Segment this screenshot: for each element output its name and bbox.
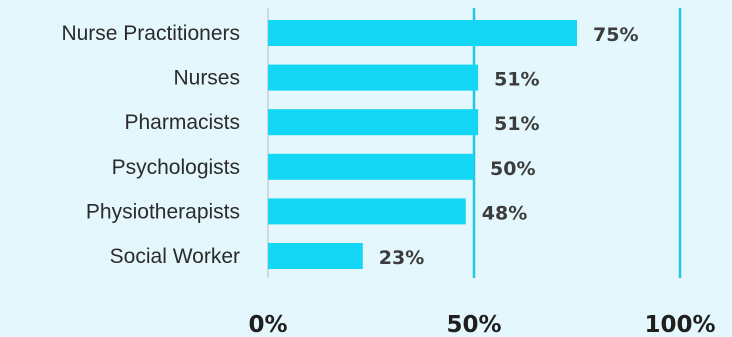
x-tick-label: 50% [446,312,501,337]
bars [268,20,577,269]
category-labels: Nurse Practitioners Nurses Pharmacists Psyc… [61,22,240,268]
category-label: Physiotherapists [86,200,240,223]
x-axis-tick-labels: 0% 50% 100% [248,312,715,337]
bar [268,153,474,180]
value-label: 75% [593,24,638,46]
category-label: Psychologists [112,156,240,179]
category-label: Nurse Practitioners [61,22,240,45]
category-label: Social Worker [110,245,240,268]
category-label: Nurses [173,67,240,90]
value-label: 51% [494,113,539,135]
category-label: Pharmacists [124,111,240,134]
value-label: 23% [379,247,424,269]
value-label: 48% [482,202,527,224]
bar [268,243,363,269]
gridlines [267,8,682,278]
value-label: 50% [490,158,535,180]
x-tick-label: 100% [644,312,715,337]
x-tick-label: 0% [248,312,287,337]
bar [268,109,479,136]
bar [268,198,466,225]
bar [268,64,479,91]
value-labels: 75% 51% 51% 50% 48% 23% [379,24,639,269]
bar [268,20,577,46]
value-label: 51% [494,69,539,91]
